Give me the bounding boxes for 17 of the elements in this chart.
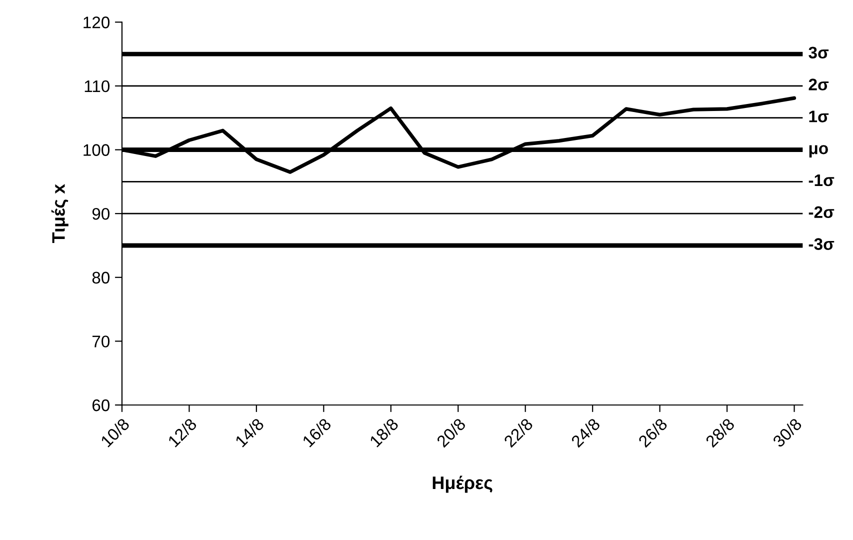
- y-tick-label: 120: [84, 16, 110, 28]
- ref-line-label: μο: [809, 145, 828, 158]
- y-tick-label: 90: [92, 208, 110, 220]
- ref-line-label: 3σ: [808, 46, 829, 59]
- x-tick-label: 30/8: [772, 417, 802, 448]
- ref-line-label: -2σ: [808, 206, 834, 218]
- ref-line-label: -3σ: [808, 238, 834, 250]
- y-tick-label: 60: [92, 399, 110, 412]
- ref-line-label: 2σ: [808, 78, 829, 90]
- y-tick-label: 110: [84, 80, 110, 92]
- y-axis-title: Τιμές x: [51, 184, 68, 244]
- ref-line-label: -1σ: [808, 174, 834, 186]
- ref-line-label: 1σ: [809, 110, 829, 122]
- y-tick-label: 80: [92, 272, 110, 284]
- y-tick-label: 70: [92, 336, 110, 348]
- x-axis-title: Ημέρες: [432, 476, 492, 493]
- y-tick-label: 100: [84, 144, 110, 156]
